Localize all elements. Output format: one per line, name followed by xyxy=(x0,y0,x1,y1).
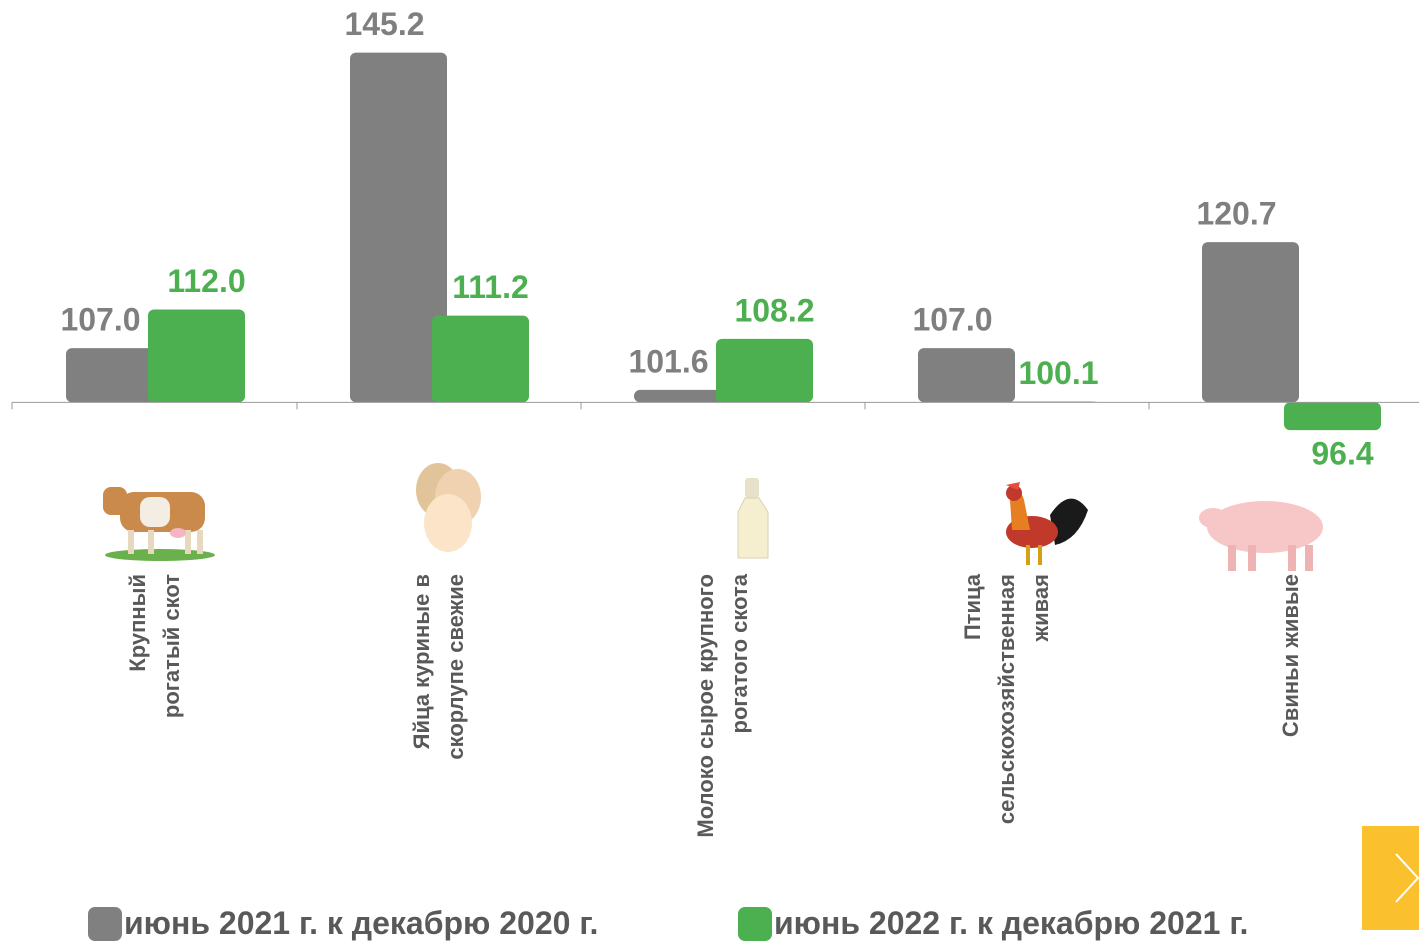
legend-label: июнь 2022 г. к декабрю 2021 г. xyxy=(774,905,1248,942)
category-label: Крупный рогатый скот xyxy=(121,574,189,724)
value-label: 107.0 xyxy=(912,302,992,338)
legend-item: июнь 2021 г. к декабрю 2020 г. xyxy=(88,905,598,942)
page: 107.0 112.0 145.2 111.2 101.6 108.2 107.0 100.1… xyxy=(0,0,1419,951)
value-label: 112.0 xyxy=(167,263,245,299)
bar xyxy=(432,316,529,403)
icons xyxy=(103,463,1323,571)
bar xyxy=(716,339,813,402)
next-button[interactable] xyxy=(1362,826,1419,930)
value-label: 108.2 xyxy=(734,292,814,328)
value-label: 101.6 xyxy=(628,343,708,379)
value-label: 100.1 xyxy=(1018,355,1098,391)
category-label: Молоко сырое крупного рогатого скота xyxy=(689,574,757,874)
bar xyxy=(1202,242,1299,402)
category-label: Птица сельскохозяйственная живая xyxy=(956,574,1058,894)
legend-swatch xyxy=(88,907,122,941)
category-label: Свиньи живые xyxy=(1274,574,1308,874)
legend-label: июнь 2021 г. к декабрю 2020 г. xyxy=(124,905,598,942)
bar xyxy=(1284,402,1381,430)
value-label: 111.2 xyxy=(452,269,529,305)
value-label: 96.4 xyxy=(1311,436,1373,472)
category-label: Яйца куриные в скорлупе свежие xyxy=(405,574,473,804)
bar xyxy=(918,348,1015,402)
legend-swatch xyxy=(738,907,772,941)
value-label: 120.7 xyxy=(1196,196,1276,232)
legend-item: июнь 2022 г. к декабрю 2021 г. xyxy=(738,905,1248,942)
value-label: 145.2 xyxy=(344,6,424,42)
bar xyxy=(148,309,245,402)
value-label: 107.0 xyxy=(60,302,140,338)
